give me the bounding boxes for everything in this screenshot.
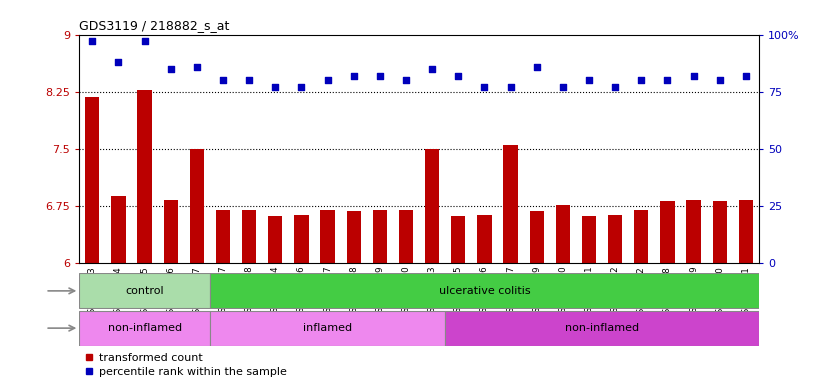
Bar (138, 90, 152, 263)
Bar (530, 211, 544, 263)
Bar (582, 216, 596, 263)
Text: non-inflamed: non-inflamed (565, 323, 639, 333)
Point (216, 77, 229, 83)
Bar (347, 211, 361, 263)
Bar (320, 210, 334, 263)
FancyBboxPatch shape (79, 311, 210, 346)
Bar (294, 215, 309, 263)
Point (504, 84, 517, 90)
Text: ulcerative colitis: ulcerative colitis (439, 286, 530, 296)
Point (530, 63, 544, 70)
Bar (555, 205, 570, 263)
Bar (608, 215, 622, 263)
Bar (268, 216, 283, 263)
Bar (85, 97, 99, 263)
Point (347, 73, 360, 79)
Bar (216, 210, 230, 263)
Point (739, 73, 752, 79)
FancyBboxPatch shape (445, 311, 759, 346)
Legend: transformed count, percentile rank within the sample: transformed count, percentile rank withi… (85, 353, 287, 377)
Point (164, 66, 178, 72)
Point (269, 84, 282, 90)
Point (661, 77, 674, 83)
Point (373, 73, 386, 79)
Bar (634, 210, 649, 263)
Point (713, 77, 726, 83)
Point (112, 59, 125, 65)
Bar (739, 200, 753, 263)
FancyBboxPatch shape (210, 311, 445, 346)
Bar (477, 215, 491, 263)
Bar (399, 210, 413, 263)
Point (635, 77, 648, 83)
Text: inflamed: inflamed (303, 323, 352, 333)
Bar (425, 149, 440, 263)
Bar (163, 200, 178, 263)
Point (556, 84, 570, 90)
Point (425, 66, 439, 72)
Bar (504, 145, 518, 263)
Point (243, 77, 256, 83)
Point (452, 73, 465, 79)
Point (138, 38, 151, 45)
Point (582, 77, 595, 83)
Bar (661, 200, 675, 263)
Point (190, 63, 203, 70)
FancyBboxPatch shape (210, 273, 759, 308)
Bar (189, 149, 204, 263)
Bar (242, 210, 256, 263)
Point (86, 38, 99, 45)
Bar (111, 196, 126, 263)
FancyBboxPatch shape (79, 273, 210, 308)
Point (399, 77, 413, 83)
Bar (712, 200, 727, 263)
Bar (451, 216, 465, 263)
Point (478, 84, 491, 90)
Text: non-inflamed: non-inflamed (108, 323, 182, 333)
Bar (373, 210, 387, 263)
Text: GDS3119 / 218882_s_at: GDS3119 / 218882_s_at (79, 19, 229, 32)
Text: control: control (125, 286, 164, 296)
Point (609, 84, 622, 90)
Point (294, 84, 308, 90)
Bar (686, 200, 701, 263)
Point (321, 77, 334, 83)
Point (687, 73, 701, 79)
